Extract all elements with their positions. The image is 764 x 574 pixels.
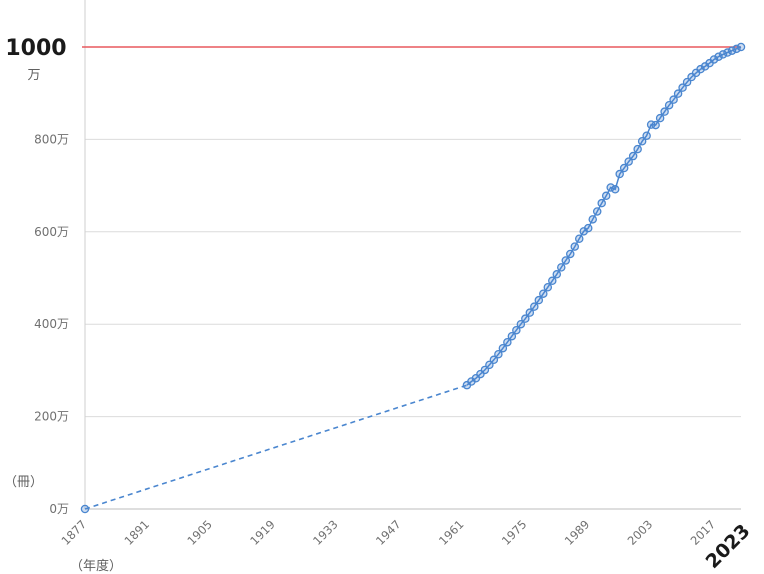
x-tick-label: 1919 bbox=[247, 517, 278, 548]
data-point bbox=[664, 100, 674, 110]
x-tick-label: 1989 bbox=[562, 517, 593, 548]
data-point bbox=[521, 314, 530, 323]
data-point bbox=[610, 185, 620, 194]
data-point bbox=[655, 113, 665, 123]
data-point bbox=[507, 331, 517, 341]
data-point bbox=[736, 42, 746, 52]
x-tick-label: 1947 bbox=[373, 517, 404, 548]
data-point bbox=[642, 131, 651, 140]
x-tick-label: 2003 bbox=[625, 517, 656, 548]
series-dashed-segment bbox=[84, 384, 468, 510]
data-point bbox=[714, 52, 723, 61]
data-point bbox=[512, 325, 521, 335]
data-point bbox=[574, 234, 584, 243]
data-point bbox=[628, 151, 638, 161]
data-point bbox=[592, 207, 602, 216]
y-tick-labels: 0万 200万 400万 600万 800万 bbox=[34, 132, 69, 516]
data-point bbox=[530, 302, 539, 311]
data-point bbox=[637, 136, 647, 146]
data-point bbox=[494, 349, 503, 359]
data-point bbox=[633, 144, 642, 154]
data-point bbox=[624, 157, 633, 166]
data-point bbox=[498, 343, 508, 353]
data-point bbox=[543, 282, 553, 292]
x-tick-label: 1961 bbox=[436, 517, 467, 548]
series-line bbox=[466, 46, 742, 386]
x-tick-label: 1877 bbox=[59, 517, 90, 548]
y-tick-label: 400万 bbox=[34, 317, 69, 331]
data-point bbox=[619, 163, 629, 173]
data-point bbox=[548, 276, 557, 286]
data-point bbox=[597, 198, 606, 208]
data-point bbox=[503, 337, 512, 347]
y-unit-label: （冊） bbox=[4, 475, 43, 490]
x-tick-label: 2017 bbox=[688, 517, 719, 548]
data-point bbox=[723, 48, 732, 57]
data-point bbox=[561, 256, 571, 265]
data-point bbox=[588, 215, 597, 224]
y-tick-label: 0万 bbox=[49, 502, 69, 516]
data-point bbox=[552, 270, 562, 279]
x-tick-label: 1905 bbox=[184, 517, 215, 548]
data-point bbox=[606, 183, 615, 192]
data-point bbox=[516, 319, 526, 329]
data-point bbox=[80, 504, 90, 514]
holdings-series bbox=[80, 42, 746, 514]
data-point bbox=[534, 295, 544, 305]
reference-unit-label: 万 bbox=[27, 68, 40, 83]
data-point bbox=[489, 355, 499, 365]
data-point bbox=[570, 242, 580, 251]
y-tick-label: 800万 bbox=[34, 132, 69, 146]
y-tick-label: 600万 bbox=[34, 225, 69, 239]
data-point bbox=[557, 263, 566, 272]
data-point bbox=[696, 64, 705, 74]
x-tick-label: 1975 bbox=[499, 517, 530, 548]
data-point bbox=[615, 169, 624, 179]
data-point bbox=[539, 289, 548, 298]
x-tick-label: 1933 bbox=[310, 517, 341, 548]
data-point bbox=[566, 249, 575, 259]
data-point bbox=[525, 308, 535, 317]
data-point bbox=[727, 46, 737, 55]
x-tick-labels: 1877 1891 1905 1919 1933 1947 1961 1975 1989 2003… bbox=[59, 517, 719, 548]
data-point bbox=[651, 120, 660, 130]
data-point bbox=[660, 107, 669, 116]
y-gridlines bbox=[85, 138, 741, 418]
data-point bbox=[718, 50, 728, 59]
x-tick-label: 1891 bbox=[121, 517, 152, 548]
data-point bbox=[673, 89, 683, 98]
y-tick-label: 200万 bbox=[34, 410, 69, 424]
data-point bbox=[583, 223, 593, 233]
data-point bbox=[601, 191, 611, 201]
x-unit-label: （年度） bbox=[70, 558, 122, 574]
data-point bbox=[732, 44, 741, 54]
data-point bbox=[678, 83, 687, 92]
reference-value-label: 1000 bbox=[5, 36, 66, 61]
data-point bbox=[669, 95, 678, 104]
data-point bbox=[709, 55, 719, 64]
